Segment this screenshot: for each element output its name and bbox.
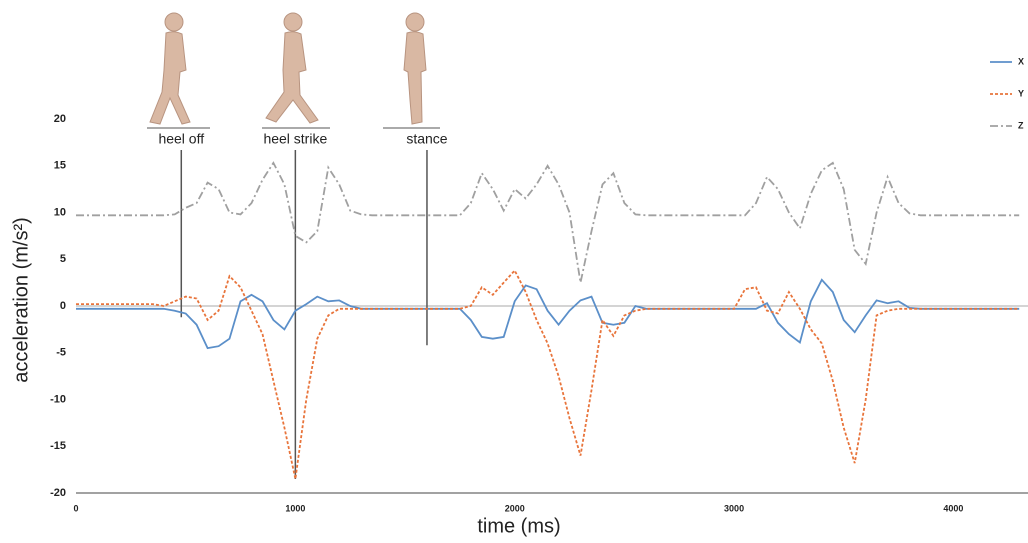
legend-label: Z: [1018, 120, 1024, 130]
y-tick-label: -20: [50, 487, 66, 499]
y-tick-label: -10: [50, 393, 66, 405]
legend-label: Y: [1018, 88, 1024, 98]
y-tick-label: 10: [54, 206, 66, 218]
annotation-label: heel strike: [263, 131, 327, 147]
series-line: [76, 278, 1020, 350]
x-axis-label: time (ms): [477, 515, 560, 537]
x-tick-label: 0: [73, 503, 78, 513]
figure-heel-off: [147, 12, 210, 129]
figure-heel-strike: [262, 12, 330, 129]
legend-label: X: [1018, 56, 1024, 66]
series-line: [76, 268, 1020, 480]
annotation-label: stance: [406, 131, 447, 147]
x-tick-label: 2000: [505, 503, 525, 513]
y-tick-label: -15: [50, 440, 66, 452]
y-tick-label: 0: [60, 300, 66, 312]
annotation-label-bg: [253, 130, 338, 150]
y-axis-label: acceleration (m/s²): [10, 217, 32, 383]
x-tick-label: 1000: [285, 503, 305, 513]
x-tick-label: 3000: [724, 503, 744, 513]
annotation-label: heel off: [158, 131, 204, 147]
y-tick-label: 20: [54, 113, 66, 125]
y-tick-label: -5: [56, 347, 66, 359]
x-tick-label: 4000: [943, 503, 963, 513]
figure-stance: [383, 12, 440, 129]
walker-figures: [147, 12, 440, 129]
y-tick-label: 5: [60, 253, 66, 265]
y-tick-label: 15: [54, 160, 66, 172]
annotation-label-bg: [139, 130, 224, 150]
series-line: [76, 161, 1020, 283]
annotation-label-bg: [384, 130, 469, 150]
